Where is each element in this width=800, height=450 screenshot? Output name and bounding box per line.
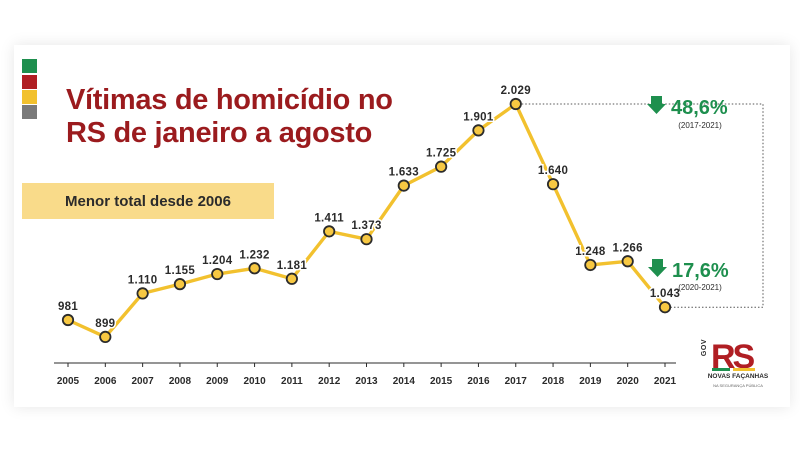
data-point-2009 [211,267,224,281]
data-label-2015: 1.725 [426,148,457,160]
callout-value-48: 48,6% [671,97,728,119]
data-point-2015 [435,160,448,173]
data-points [61,97,672,344]
data-point-2005 [61,313,75,327]
x-axis-tick-label-2010: 2010 [243,376,266,387]
data-point-2017 [509,97,522,111]
callout-48: 48,6% (2017-2021) [647,96,728,130]
logo-mark-accent-yellow [733,368,755,371]
data-label-2018: 1.640 [538,165,568,177]
x-axis-tick-labels: 2005 2006 2007 2008 2009 2010 2011 2012 2013 2014… [57,376,677,387]
x-axis-tick-label-2005: 2005 [57,376,80,387]
x-axis-tick-label-2018: 2018 [542,376,565,387]
chart-title-line-2: RS de janeiro a agosto [66,117,373,149]
data-label-2021: 1.043 [650,288,680,300]
down-arrow-icon [648,259,667,277]
data-labels: 981 899 1.110 1.155 1.204 1.232 1.181 1.411 1.37… [56,84,681,332]
chart-subtitle: Menor total desde 2006 [65,192,231,210]
x-axis-ticks [67,363,666,367]
down-arrow-icon [647,96,666,114]
data-point-2010 [248,262,261,275]
subtitle-box: Menor total desde 2006 [22,183,274,219]
logo-gov-text: GOV [701,339,708,357]
data-point-2018 [546,178,560,191]
x-axis-tick-label-2016: 2016 [467,376,490,387]
callout-period-17: (2020-2021) [678,283,722,292]
data-label-2020: 1.266 [613,242,643,254]
data-label-2014: 1.633 [389,167,419,179]
x-axis-tick-label-2008: 2008 [169,376,192,387]
flag-stripe-green [22,59,37,73]
callout-period-48: (2017-2021) [678,121,722,130]
data-label-2016: 1.901 [463,111,494,123]
x-axis-tick-label-2017: 2017 [505,376,528,387]
logo-tagline: NA SEGURANÇA PÚBLICA [713,383,763,388]
x-axis-tick-label-2006: 2006 [94,376,117,387]
rs-government-logo: GOV RS NOVAS FAÇANHAS NA SEGURANÇA PÚBLI… [701,338,771,408]
data-point-2008 [173,278,187,291]
data-point-2007 [136,287,149,300]
data-label-2007: 1.110 [128,274,158,286]
data-point-2020 [621,255,634,268]
data-label-2019: 1.248 [575,246,606,258]
x-axis-tick-label-2019: 2019 [579,376,602,387]
x-axis-tick-label-2012: 2012 [318,376,341,387]
logo-mark-accent-green [712,368,730,371]
callout-value-17: 17,6% [672,260,729,282]
flag-stripe-red [22,75,37,89]
data-label-2009: 1.204 [202,255,233,267]
x-axis-tick-label-2007: 2007 [132,376,155,387]
data-point-2011 [285,272,298,285]
data-label-2008: 1.155 [165,265,196,277]
callout-17: 17,6% (2020-2021) [648,259,729,292]
data-label-2006: 899 [95,318,115,330]
data-point-2006 [99,330,112,344]
data-label-2012: 1.411 [314,212,344,224]
data-label-2013: 1.373 [351,220,381,232]
data-label-2011: 1.181 [277,260,308,272]
data-point-2013 [360,233,373,246]
data-point-2019 [584,258,597,272]
x-axis-tick-label-2009: 2009 [206,376,229,387]
data-point-2021 [658,301,672,314]
data-point-2014 [397,179,410,192]
chart-title: Vítimas de homicídio no RS de janeiro a … [66,84,393,150]
flag-stripe-yellow [22,90,37,104]
logo-mark-text: RS [711,338,755,372]
flag-stripe-gray [22,105,37,119]
x-axis-tick-label-2020: 2020 [617,376,640,387]
x-axis-tick-label-2014: 2014 [393,376,416,387]
data-point-2016 [472,124,485,137]
data-label-2005: 981 [58,301,78,313]
data-label-2010: 1.232 [239,249,269,261]
logo-name: NOVAS FAÇANHAS [707,373,769,380]
logo-mark: RS [711,338,758,372]
data-label-2017: 2.029 [501,85,531,97]
chart-title-line-1: Vítimas de homicídio no [66,84,393,116]
x-axis-tick-label-2021: 2021 [654,376,677,387]
x-axis-tick-label-2011: 2011 [281,376,303,387]
x-axis-tick-label-2013: 2013 [355,376,378,387]
x-axis-tick-label-2015: 2015 [430,376,453,387]
data-point-2012 [323,225,336,238]
dotted-bracket [521,103,764,308]
